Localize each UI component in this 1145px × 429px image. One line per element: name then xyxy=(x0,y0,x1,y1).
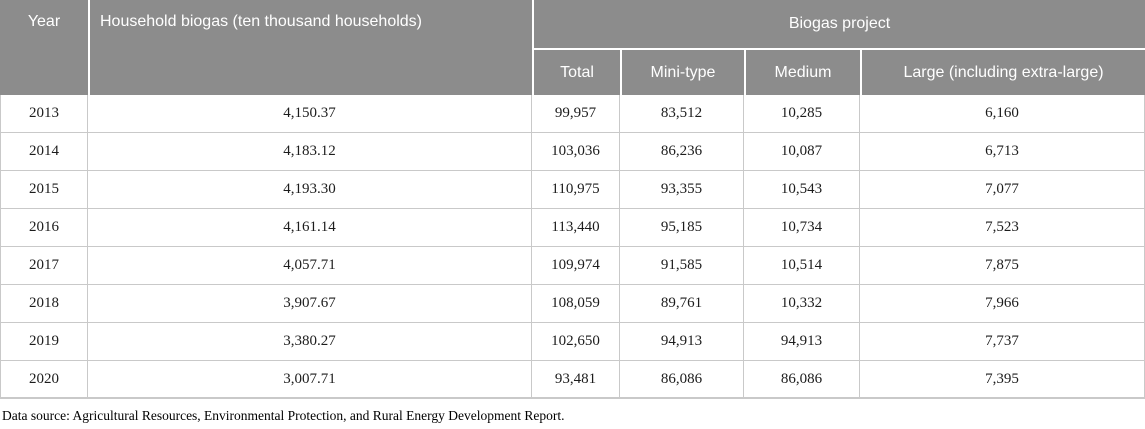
medium-cell: 10,734 xyxy=(744,209,860,247)
household-biogas-cell: 4,183.12 xyxy=(88,133,532,171)
large-cell: 7,395 xyxy=(860,361,1145,399)
total-cell: 103,036 xyxy=(532,133,620,171)
table-row: 2014 4,183.12 103,036 86,236 10,087 6,713 xyxy=(0,133,1145,171)
table-body: 2013 4,150.37 99,957 83,512 10,285 6,160 2014 4… xyxy=(0,95,1145,399)
total-cell: 113,440 xyxy=(532,209,620,247)
household-biogas-cell: 4,161.14 xyxy=(88,209,532,247)
medium-cell: 86,086 xyxy=(744,361,860,399)
total-cell: 93,481 xyxy=(532,361,620,399)
medium-cell: 10,285 xyxy=(744,95,860,133)
large-cell: 7,966 xyxy=(860,285,1145,323)
data-source-footnote: Data source: Agricultural Resources, Env… xyxy=(2,408,565,423)
header-row-subcolumns: Total Mini-type Medium Large (including … xyxy=(0,48,1145,95)
table-row: 2019 3,380.27 102,650 94,913 94,913 7,737 xyxy=(0,323,1145,361)
year-cell: 2015 xyxy=(0,171,88,209)
mini-type-cell: 93,355 xyxy=(620,171,744,209)
column-header-medium: Medium xyxy=(744,48,860,95)
table-row: 2020 3,007.71 93,481 86,086 86,086 7,395 xyxy=(0,361,1145,399)
table-row: 2013 4,150.37 99,957 83,512 10,285 6,160 xyxy=(0,95,1145,133)
mini-type-cell: 89,761 xyxy=(620,285,744,323)
year-cell: 2013 xyxy=(0,95,88,133)
header-row-groups: Year Household biogas (ten thousand hous… xyxy=(0,0,1145,95)
household-biogas-cell: 3,907.67 xyxy=(88,285,532,323)
large-cell: 6,713 xyxy=(860,133,1145,171)
medium-cell: 94,913 xyxy=(744,323,860,361)
total-cell: 109,974 xyxy=(532,247,620,285)
year-cell: 2018 xyxy=(0,285,88,323)
medium-cell: 10,332 xyxy=(744,285,860,323)
total-cell: 102,650 xyxy=(532,323,620,361)
column-header-household-biogas: Household biogas (ten thousand household… xyxy=(88,0,532,95)
large-cell: 7,523 xyxy=(860,209,1145,247)
year-cell: 2016 xyxy=(0,209,88,247)
total-cell: 110,975 xyxy=(532,171,620,209)
household-biogas-cell: 3,007.71 xyxy=(88,361,532,399)
large-cell: 6,160 xyxy=(860,95,1145,133)
mini-type-cell: 94,913 xyxy=(620,323,744,361)
medium-cell: 10,543 xyxy=(744,171,860,209)
mini-type-cell: 86,236 xyxy=(620,133,744,171)
medium-cell: 10,514 xyxy=(744,247,860,285)
total-cell: 108,059 xyxy=(532,285,620,323)
household-biogas-cell: 4,150.37 xyxy=(88,95,532,133)
large-cell: 7,737 xyxy=(860,323,1145,361)
table-row: 2018 3,907.67 108,059 89,761 10,332 7,966 xyxy=(0,285,1145,323)
mini-type-cell: 91,585 xyxy=(620,247,744,285)
table-row: 2015 4,193.30 110,975 93,355 10,543 7,077 xyxy=(0,171,1145,209)
mini-type-cell: 95,185 xyxy=(620,209,744,247)
column-header-total: Total xyxy=(532,48,620,95)
biogas-statistics-table: Year Household biogas (ten thousand hous… xyxy=(0,0,1145,399)
column-group-header-biogas-project: Biogas project xyxy=(532,0,1145,48)
mini-type-cell: 83,512 xyxy=(620,95,744,133)
year-cell: 2014 xyxy=(0,133,88,171)
table-row: 2016 4,161.14 113,440 95,185 10,734 7,523 xyxy=(0,209,1145,247)
mini-type-cell: 86,086 xyxy=(620,361,744,399)
household-biogas-cell: 4,193.30 xyxy=(88,171,532,209)
medium-cell: 10,087 xyxy=(744,133,860,171)
column-header-mini-type: Mini-type xyxy=(620,48,744,95)
year-cell: 2019 xyxy=(0,323,88,361)
year-cell: 2017 xyxy=(0,247,88,285)
household-biogas-cell: 3,380.27 xyxy=(88,323,532,361)
table-row: 2017 4,057.71 109,974 91,585 10,514 7,875 xyxy=(0,247,1145,285)
large-cell: 7,875 xyxy=(860,247,1145,285)
year-cell: 2020 xyxy=(0,361,88,399)
large-cell: 7,077 xyxy=(860,171,1145,209)
total-cell: 99,957 xyxy=(532,95,620,133)
column-header-year: Year xyxy=(0,0,88,95)
column-header-large: Large (including extra-large) xyxy=(860,48,1145,95)
household-biogas-cell: 4,057.71 xyxy=(88,247,532,285)
table-header: Year Household biogas (ten thousand hous… xyxy=(0,0,1145,95)
